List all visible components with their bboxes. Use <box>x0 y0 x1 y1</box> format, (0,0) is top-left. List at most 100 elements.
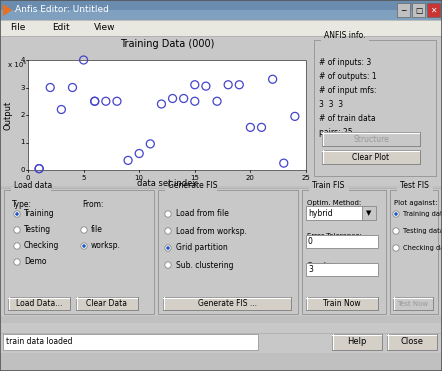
Bar <box>163 297 291 310</box>
Text: hybrid: hybrid <box>308 209 333 217</box>
Text: Train Now: Train Now <box>323 299 361 308</box>
Bar <box>309 187 349 193</box>
Text: 0: 0 <box>26 175 30 181</box>
Bar <box>0 0 442 20</box>
Text: Testing data: Testing data <box>403 228 442 234</box>
Bar <box>158 190 298 314</box>
Text: Generate FIS: Generate FIS <box>168 181 217 190</box>
Text: 5: 5 <box>81 175 86 181</box>
Text: 2: 2 <box>21 112 25 118</box>
Bar <box>302 190 386 314</box>
Text: # of outputs: 1: # of outputs: 1 <box>319 72 377 81</box>
Circle shape <box>393 228 399 234</box>
Text: Training Data (000): Training Data (000) <box>120 39 214 49</box>
Bar <box>321 37 369 43</box>
Text: Checking: Checking <box>24 242 59 250</box>
Text: □: □ <box>415 6 422 14</box>
Bar <box>306 235 378 248</box>
Bar <box>322 150 420 164</box>
Text: Generate FIS ...: Generate FIS ... <box>198 299 256 308</box>
Circle shape <box>165 228 171 234</box>
Bar <box>28 60 306 170</box>
Circle shape <box>81 227 87 233</box>
Bar <box>393 297 433 310</box>
Text: Optim. Method:: Optim. Method: <box>307 200 361 206</box>
Circle shape <box>14 259 20 265</box>
Text: ─: ─ <box>401 6 406 14</box>
Text: Load data: Load data <box>14 181 52 190</box>
Text: file: file <box>91 226 103 234</box>
Text: Clear Plot: Clear Plot <box>352 152 389 161</box>
Bar <box>314 40 436 176</box>
Text: Epochs:: Epochs: <box>307 262 335 268</box>
Text: 20: 20 <box>246 175 255 181</box>
Bar <box>4 190 154 314</box>
Text: Anfis Editor: Untitled: Anfis Editor: Untitled <box>15 6 109 14</box>
Text: 3: 3 <box>20 85 25 91</box>
Text: 0: 0 <box>308 236 313 246</box>
Text: Close: Close <box>400 338 423 347</box>
Text: worksp.: worksp. <box>91 242 121 250</box>
Circle shape <box>165 262 171 268</box>
Text: Training data: Training data <box>403 211 442 217</box>
Bar <box>362 206 376 220</box>
Text: Testing: Testing <box>24 226 51 234</box>
Circle shape <box>166 246 170 250</box>
Text: From:: From: <box>82 200 103 209</box>
Text: Test FIS: Test FIS <box>400 181 429 190</box>
Bar <box>76 297 138 310</box>
Text: Demo: Demo <box>24 257 46 266</box>
Text: Grid partition: Grid partition <box>176 243 228 253</box>
Text: Output: Output <box>4 101 12 129</box>
Bar <box>306 263 378 276</box>
Circle shape <box>81 243 87 249</box>
Bar <box>0 36 442 186</box>
Text: # of inputs: 3: # of inputs: 3 <box>319 58 371 67</box>
Text: 3: 3 <box>308 265 313 273</box>
Text: train data loaded: train data loaded <box>6 338 72 347</box>
Text: x 10⁵: x 10⁵ <box>8 62 26 68</box>
Text: data set index: data set index <box>137 180 197 188</box>
Text: ANFIS info.: ANFIS info. <box>324 31 366 40</box>
Text: Structure: Structure <box>353 135 389 144</box>
Bar <box>332 334 382 350</box>
Text: 4: 4 <box>21 57 25 63</box>
Text: 15: 15 <box>191 175 199 181</box>
Bar <box>306 297 378 310</box>
Text: 10: 10 <box>135 175 144 181</box>
Text: Error Tolerance:: Error Tolerance: <box>307 233 362 239</box>
Bar <box>306 206 364 220</box>
Bar <box>3 334 258 350</box>
Circle shape <box>15 212 19 216</box>
Text: # of train data: # of train data <box>319 114 376 123</box>
Bar <box>8 297 70 310</box>
Circle shape <box>82 244 86 248</box>
Bar <box>0 20 442 36</box>
Bar <box>387 334 437 350</box>
Polygon shape <box>3 4 12 16</box>
Text: Train FIS: Train FIS <box>312 181 344 190</box>
Bar <box>0 188 442 316</box>
Text: ✕: ✕ <box>431 6 437 14</box>
Circle shape <box>165 245 171 251</box>
Text: 1: 1 <box>20 139 25 145</box>
Bar <box>412 3 425 17</box>
Circle shape <box>14 211 20 217</box>
Text: Load from worksp.: Load from worksp. <box>176 227 247 236</box>
Circle shape <box>394 212 398 216</box>
Text: Load Data...: Load Data... <box>16 299 62 308</box>
Bar <box>165 187 217 193</box>
Circle shape <box>393 211 399 217</box>
Text: 25: 25 <box>301 175 310 181</box>
Text: Sub. clustering: Sub. clustering <box>176 260 233 269</box>
Text: Test Now: Test Now <box>397 301 429 306</box>
Bar <box>390 190 438 314</box>
Circle shape <box>165 211 171 217</box>
Bar <box>0 10 442 20</box>
Circle shape <box>14 243 20 249</box>
Text: pairs: 25: pairs: 25 <box>319 128 353 137</box>
Text: Training: Training <box>24 210 55 219</box>
Text: Help: Help <box>347 338 367 347</box>
Text: ▼: ▼ <box>366 210 372 216</box>
Text: Type:: Type: <box>12 200 32 209</box>
